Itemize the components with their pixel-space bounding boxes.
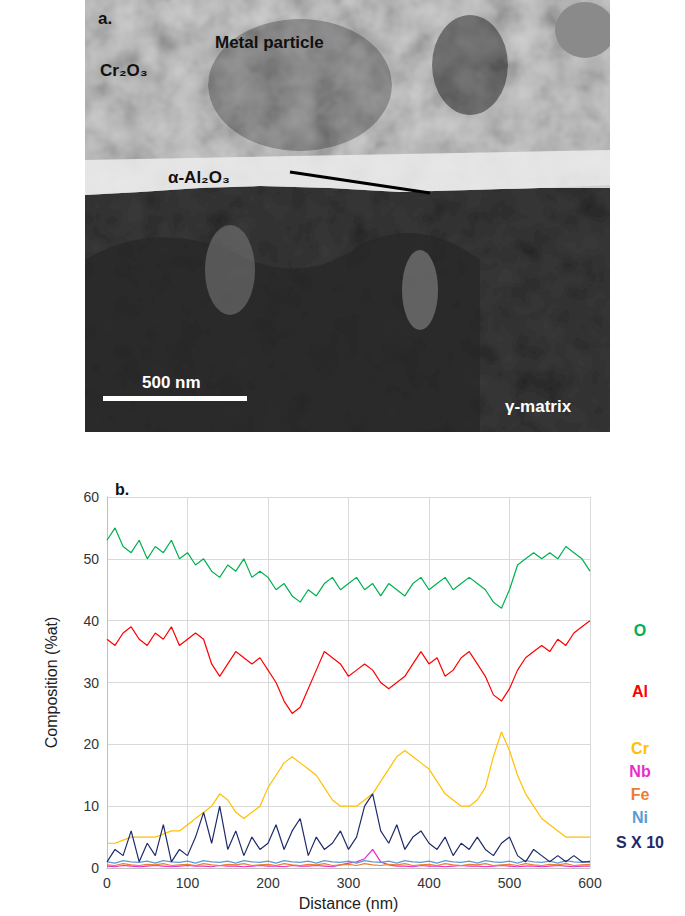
svg-text:500: 500 <box>498 875 522 891</box>
svg-text:400: 400 <box>417 875 441 891</box>
svg-text:Distance (nm): Distance (nm) <box>299 895 399 912</box>
svg-text:300: 300 <box>337 875 361 891</box>
svg-text:Nb: Nb <box>629 763 651 780</box>
svg-text:α-Al₂O₃: α-Al₂O₃ <box>168 168 230 187</box>
svg-text:b.: b. <box>115 481 129 498</box>
svg-text:500 nm: 500 nm <box>142 373 201 392</box>
svg-text:Al: Al <box>632 683 648 700</box>
svg-text:30: 30 <box>83 675 99 691</box>
svg-text:S X 10: S X 10 <box>616 834 664 851</box>
svg-text:a.: a. <box>98 9 112 28</box>
svg-text:O: O <box>634 622 646 639</box>
svg-text:10: 10 <box>83 798 99 814</box>
svg-text:0: 0 <box>103 875 111 891</box>
svg-text:Cr: Cr <box>631 740 649 757</box>
svg-text:50: 50 <box>83 551 99 567</box>
svg-text:Cr₂O₃: Cr₂O₃ <box>100 61 148 80</box>
svg-text:0: 0 <box>91 860 99 876</box>
svg-text:Fe: Fe <box>631 786 650 803</box>
svg-text:Ni: Ni <box>632 809 648 826</box>
svg-text:Composition (%at): Composition (%at) <box>43 617 60 749</box>
svg-text:Metal particle: Metal particle <box>215 33 324 52</box>
svg-text:100: 100 <box>176 875 200 891</box>
svg-text:20: 20 <box>83 736 99 752</box>
svg-text:60: 60 <box>83 489 99 505</box>
svg-text:200: 200 <box>256 875 280 891</box>
svg-text:600: 600 <box>578 875 602 891</box>
svg-text:40: 40 <box>83 613 99 629</box>
svg-text:γ-matrix: γ-matrix <box>505 397 572 416</box>
